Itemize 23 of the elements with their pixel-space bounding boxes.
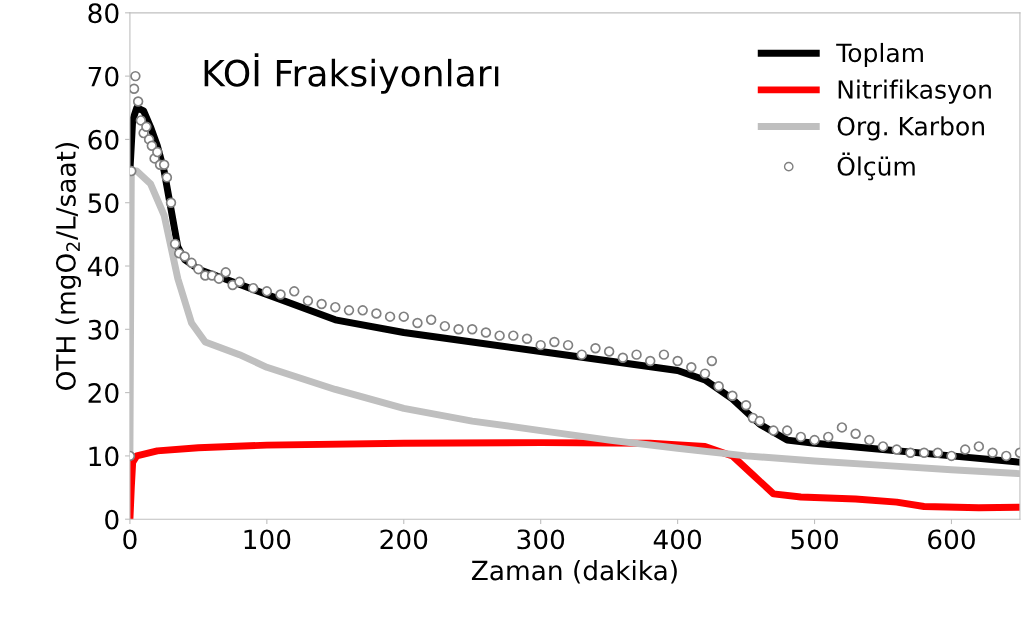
x-tick-label: 0 <box>123 529 137 550</box>
x-tick-label: 600 <box>928 529 975 550</box>
legend-label: Nitrifikasyon <box>838 79 991 104</box>
y-tick-label: 60 <box>88 129 119 150</box>
y-tick-label: 80 <box>88 3 119 24</box>
y-tick-label: 10 <box>89 446 119 467</box>
legend-label: Ölçüm <box>837 152 915 181</box>
y-tick-label: 20 <box>88 383 119 404</box>
y-tick-label: 50 <box>88 193 119 214</box>
x-tick-label: 400 <box>653 529 702 550</box>
legend-label: Toplam <box>836 42 923 68</box>
y-tick-label: 70 <box>88 66 119 87</box>
x-tick-label: 200 <box>380 529 428 550</box>
x-tick-label: 300 <box>517 529 565 550</box>
y-axis-title: OTH (mgO$_{2}$/L/saat) <box>55 143 81 390</box>
x-axis-title: Zaman (dakika) <box>471 560 677 584</box>
y-tick-label: 30 <box>88 319 119 340</box>
y-tick-label: 40 <box>87 256 119 277</box>
text: KOİ Fraksiyonları <box>204 53 499 94</box>
legend-label: Org. Karbon <box>837 116 984 141</box>
x-tick-label: 500 <box>791 529 838 550</box>
y-tick-label: 0 <box>105 509 119 530</box>
x-tick-label: 100 <box>244 529 291 550</box>
